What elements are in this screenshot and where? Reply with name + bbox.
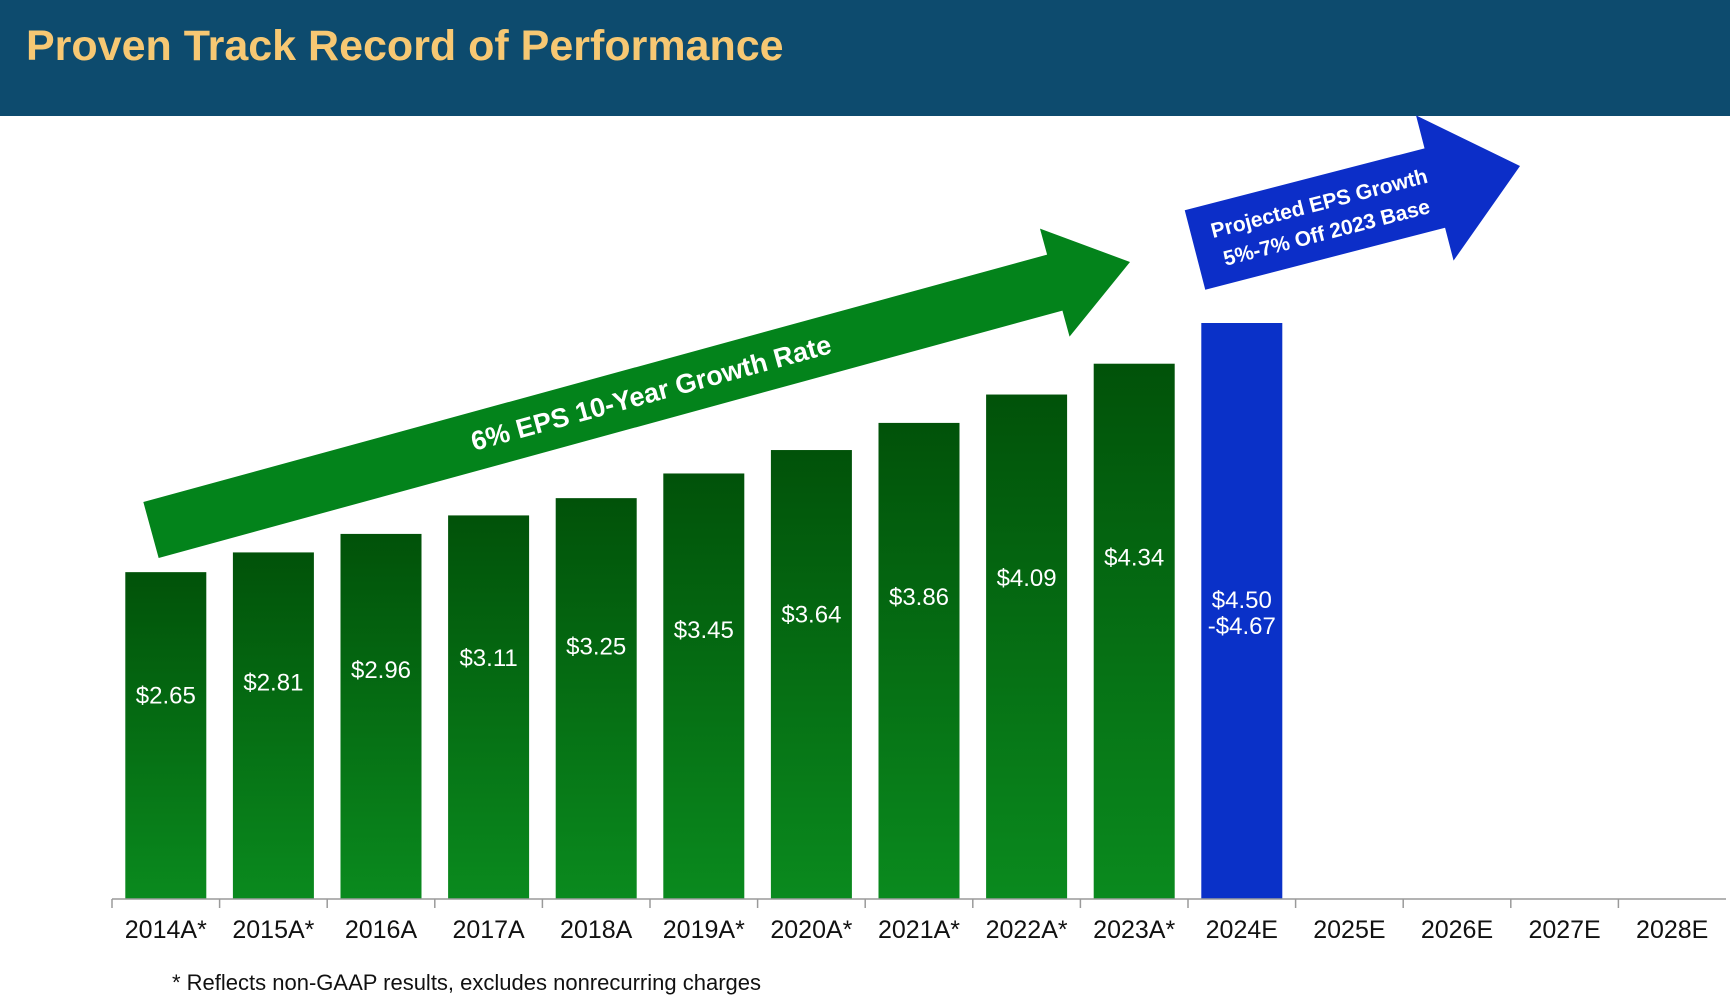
bar-value-label: $2.81 xyxy=(243,669,303,696)
bar-value-label: $4.09 xyxy=(997,565,1057,592)
bar-value-label: $4.34 xyxy=(1104,545,1164,572)
x-tick-label: 2027E xyxy=(1528,916,1600,944)
x-tick-label: 2028E xyxy=(1636,916,1708,944)
bar-2015A xyxy=(232,552,314,899)
x-tick-label: 2025E xyxy=(1313,916,1385,944)
footnote: * Reflects non-GAAP results, excludes no… xyxy=(172,970,761,995)
x-tick-label: 2014A* xyxy=(125,916,207,944)
bar-value-label: $3.86 xyxy=(889,584,949,611)
bar-value-label: $3.11 xyxy=(459,645,517,672)
bar-2022A xyxy=(986,394,1068,899)
bar-2018A xyxy=(555,498,637,899)
page-title: Proven Track Record of Performance xyxy=(26,22,784,70)
bar-2017A xyxy=(448,515,530,899)
growth-arrow-label: 6% EPS 10-Year Growth Rate xyxy=(468,329,835,456)
x-tick-label: 2015A* xyxy=(232,916,314,944)
x-tick-label: 2024E xyxy=(1206,916,1278,944)
header-banner: Proven Track Record of Performance xyxy=(0,0,1730,116)
bar-2020A xyxy=(770,450,852,899)
bar-2016A xyxy=(340,533,422,899)
bar-value-label: $3.45 xyxy=(674,617,734,644)
x-tick-label: 2026E xyxy=(1421,916,1493,944)
bar-value-label: $4.50 -$4.67 xyxy=(1208,587,1276,640)
x-tick-label: 2016A xyxy=(345,916,418,944)
x-tick-label: 2019A* xyxy=(663,916,745,944)
bar-2021A xyxy=(878,422,960,899)
x-tick-label: 2020A* xyxy=(770,916,852,944)
bar-value-label: $2.65 xyxy=(136,682,196,709)
bar-2014A xyxy=(125,572,207,899)
x-tick-label: 2021A* xyxy=(878,916,960,944)
bar-2024E xyxy=(1201,323,1283,899)
x-tick-label: 2022A* xyxy=(986,916,1068,944)
bar-value-label: $3.64 xyxy=(781,602,841,629)
x-tick-label: 2018A xyxy=(560,916,633,944)
bar-2019A xyxy=(663,473,745,899)
x-tick-label: 2017A xyxy=(452,916,525,944)
bar-value-label: $2.96 xyxy=(351,657,411,684)
bar-value-label: $3.25 xyxy=(566,633,626,660)
bar-2023A xyxy=(1093,363,1175,899)
x-tick-label: 2023A* xyxy=(1093,916,1175,944)
projected-arrow: Projected EPS Growth5%-7% Off 2023 Base xyxy=(1184,115,1520,290)
